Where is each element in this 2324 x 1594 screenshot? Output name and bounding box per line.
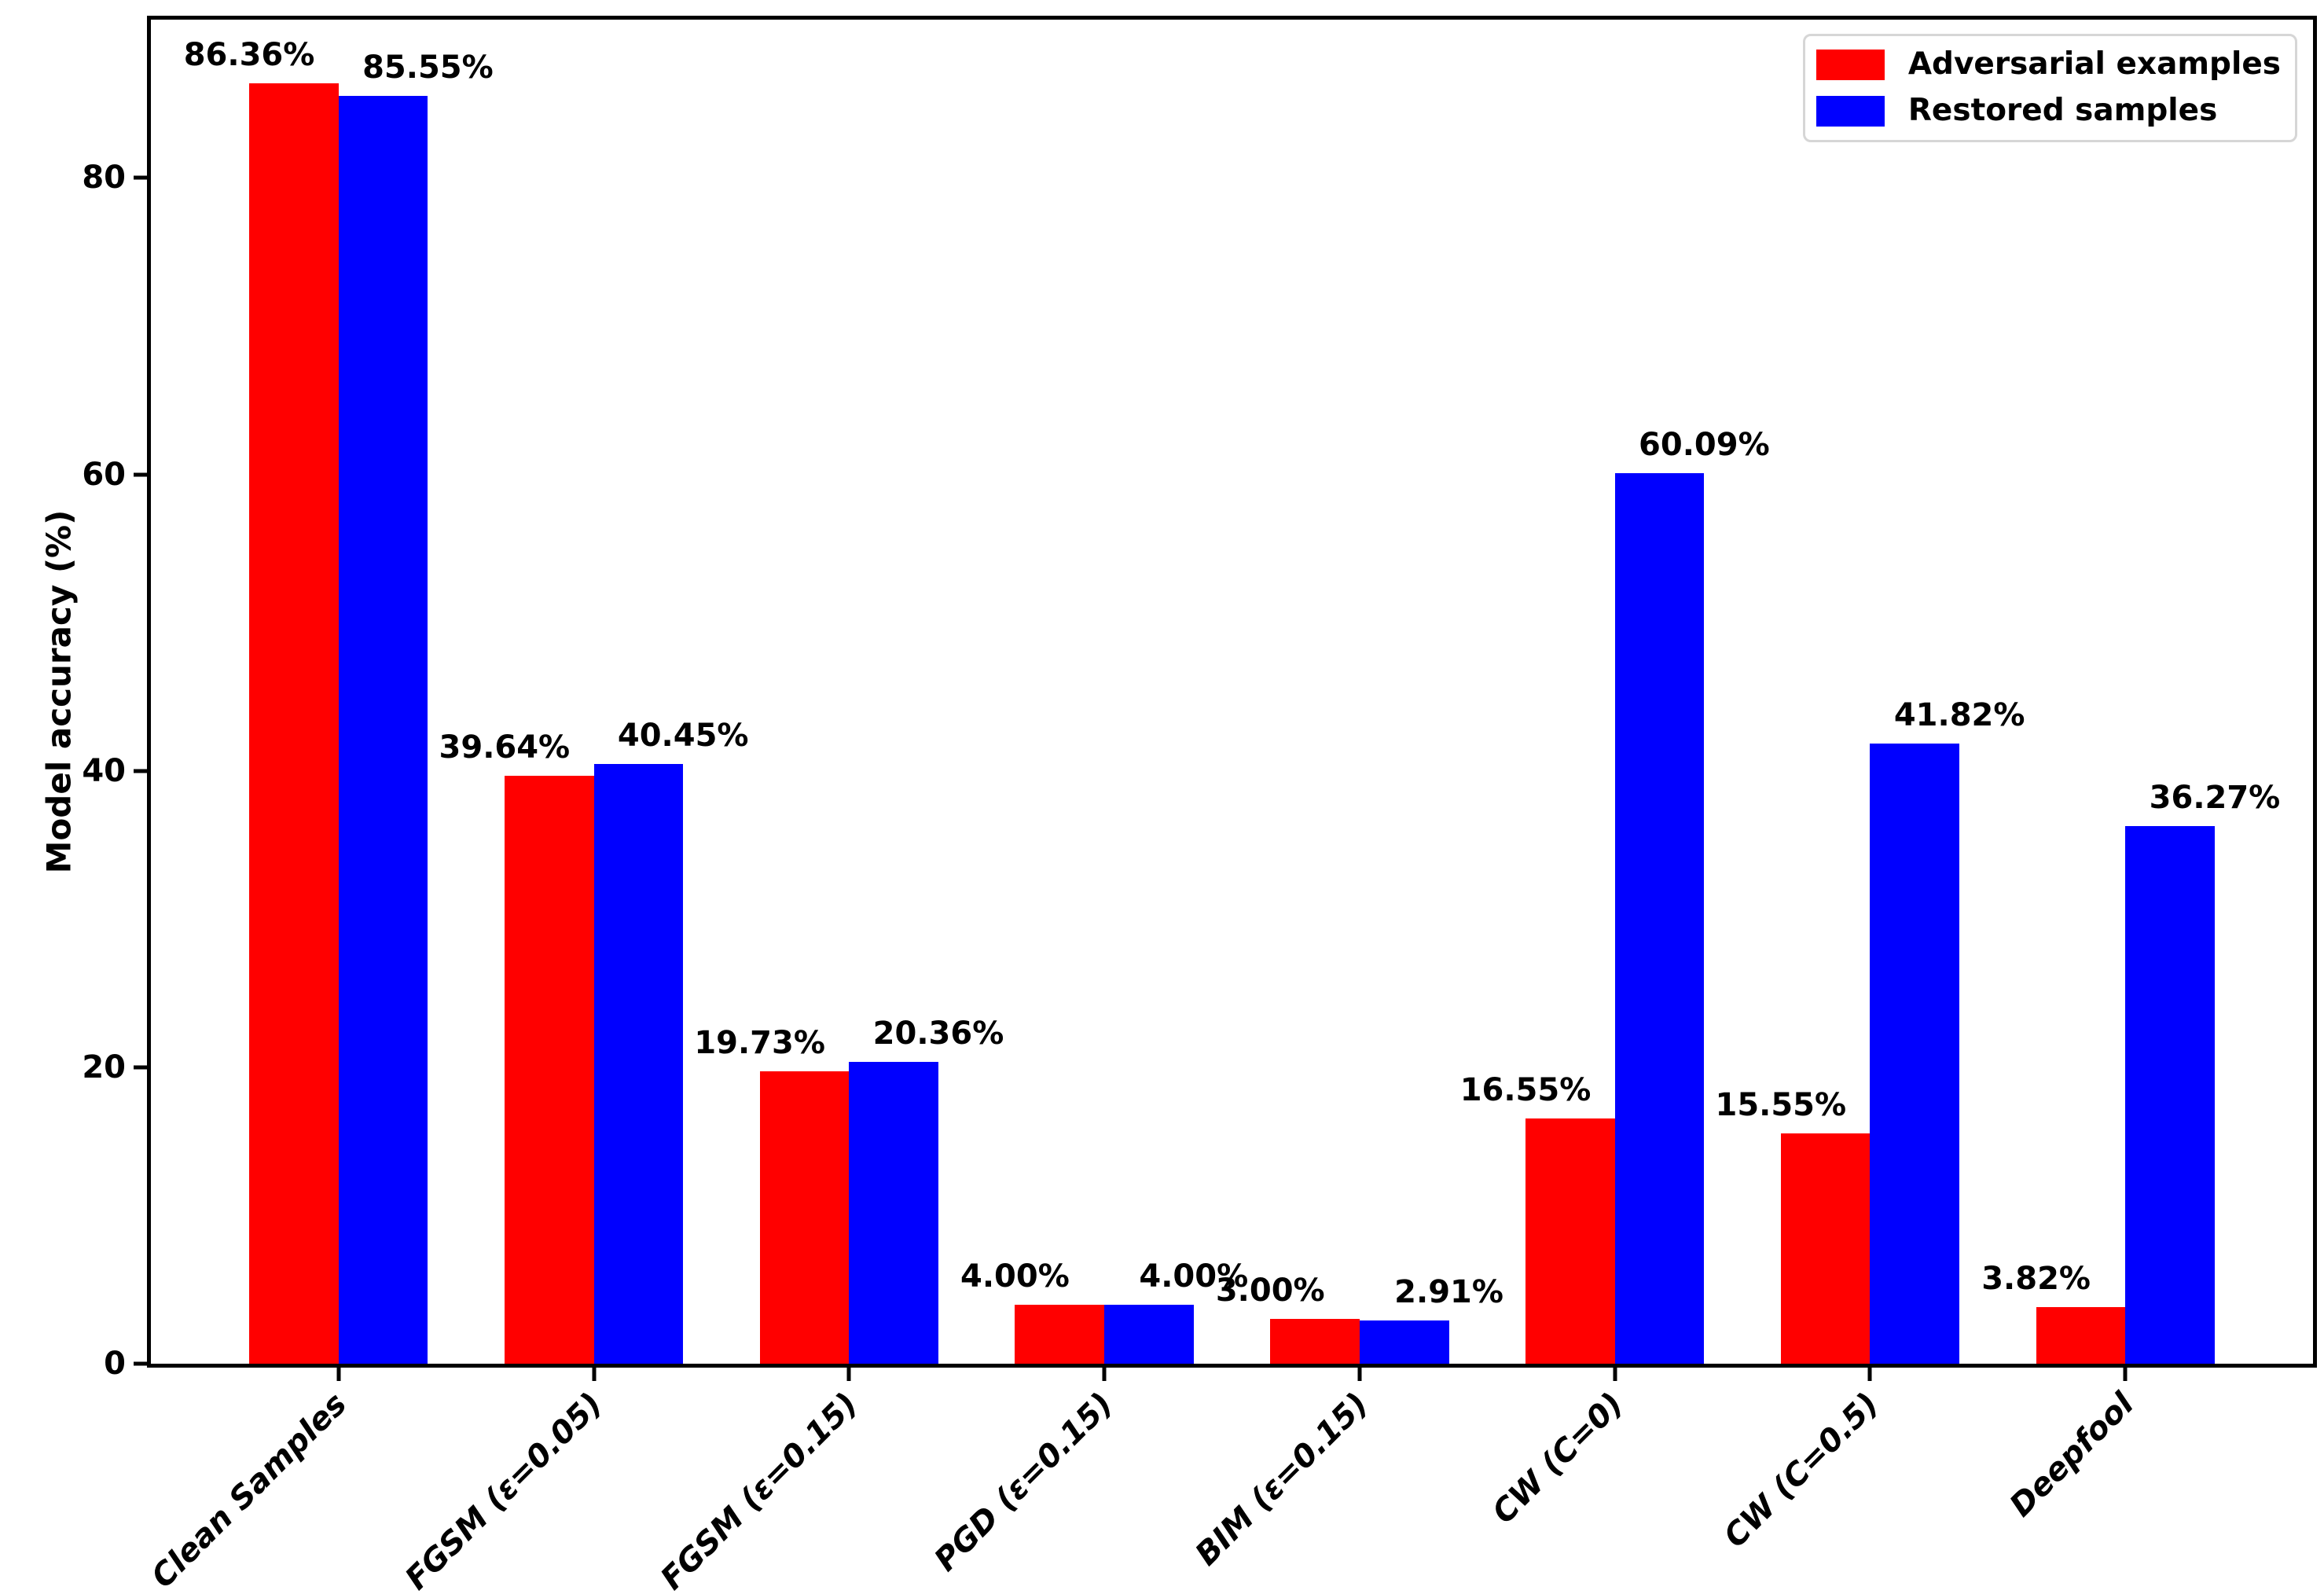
x-tick-mark-0	[336, 1368, 341, 1381]
x-tick-label-2: FGSM (ε=0.15)	[653, 1386, 865, 1594]
bar-value-label-restored-7: 36.27%	[2149, 780, 2281, 817]
y-tick-mark-40	[134, 769, 147, 773]
bar-restored-7	[2125, 826, 2215, 1364]
x-tick-label-4: BIM (ε=0.15)	[1188, 1386, 1375, 1573]
legend-item-adversarial: Adversarial examples	[1816, 46, 2281, 83]
bar-adversarial-6	[1780, 1133, 1871, 1364]
bar-restored-3	[1104, 1304, 1194, 1364]
bar-adversarial-5	[1525, 1118, 1615, 1364]
bar-restored-1	[593, 764, 684, 1364]
x-tick-mark-6	[1867, 1368, 1872, 1381]
bar-value-label-restored-6: 41.82%	[1893, 697, 2025, 734]
x-tick-mark-7	[2123, 1368, 2128, 1381]
bar-value-label-adversarial-7: 3.82%	[1981, 1260, 2091, 1297]
y-tick-label-20: 20	[82, 1049, 126, 1085]
x-tick-mark-2	[846, 1368, 851, 1381]
x-tick-mark-5	[1613, 1368, 1617, 1381]
x-tick-label-5: CW (C=0)	[1485, 1386, 1631, 1531]
x-tick-label-6: CW (C=0.5)	[1716, 1386, 1886, 1555]
bar-value-label-restored-2: 20.36%	[872, 1016, 1004, 1052]
bar-value-label-restored-4: 2.91%	[1394, 1274, 1503, 1311]
bar-value-label-restored-3: 4.00%	[1139, 1258, 1249, 1295]
y-tick-label-80: 80	[82, 160, 126, 196]
x-tick-mark-1	[592, 1368, 597, 1381]
bar-adversarial-1	[504, 776, 594, 1364]
bar-adversarial-0	[249, 83, 339, 1364]
bar-restored-2	[849, 1062, 938, 1364]
bar-value-label-adversarial-2: 19.73%	[694, 1024, 825, 1061]
x-tick-mark-4	[1357, 1368, 1362, 1381]
x-tick-label-3: PGD (ε=0.15)	[927, 1386, 1120, 1579]
y-tick-mark-80	[134, 175, 147, 180]
bar-value-label-restored-5: 60.09%	[1639, 426, 1770, 463]
bar-value-label-adversarial-6: 15.55%	[1715, 1086, 1847, 1123]
legend: Adversarial examples Restored samples	[1802, 34, 2297, 142]
x-tick-label-0: Clean Samples	[145, 1386, 354, 1594]
bar-value-label-adversarial-0: 86.36%	[183, 37, 315, 74]
x-tick-label-1: FGSM (ε=0.05)	[398, 1386, 610, 1594]
bar-adversarial-7	[2036, 1306, 2126, 1364]
bar-value-label-adversarial-1: 39.64%	[439, 729, 571, 766]
bar-value-label-restored-0: 85.55%	[362, 49, 494, 86]
bar-adversarial-3	[1015, 1304, 1105, 1364]
legend-item-restored: Restored samples	[1816, 92, 2281, 129]
legend-swatch-adversarial-icon	[1816, 49, 1885, 80]
y-tick-mark-20	[134, 1065, 147, 1070]
bar-restored-4	[1359, 1320, 1449, 1364]
x-tick-label-7: Deepfool	[2003, 1386, 2142, 1524]
y-axis-title: Model accuracy (%)	[39, 509, 79, 874]
bar-adversarial-2	[759, 1071, 850, 1364]
legend-label-adversarial: Adversarial examples	[1907, 46, 2281, 82]
bar-value-label-adversarial-3: 4.00%	[960, 1258, 1070, 1295]
legend-label-restored: Restored samples	[1907, 92, 2218, 128]
bar-adversarial-4	[1270, 1319, 1360, 1364]
bar-restored-6	[1870, 744, 1960, 1364]
y-tick-label-60: 60	[82, 456, 126, 493]
y-tick-label-0: 0	[104, 1346, 126, 1382]
bar-value-label-adversarial-4: 3.00%	[1215, 1273, 1325, 1309]
y-tick-mark-60	[134, 472, 147, 477]
bar-restored-5	[1614, 472, 1705, 1364]
y-tick-label-40: 40	[82, 752, 126, 789]
y-tick-mark-0	[134, 1361, 147, 1366]
plot-frame	[147, 16, 2317, 1368]
bar-value-label-restored-1: 40.45%	[617, 718, 749, 755]
bar-value-label-adversarial-5: 16.55%	[1459, 1071, 1592, 1108]
legend-swatch-restored-icon	[1816, 95, 1885, 127]
bar-restored-0	[338, 95, 428, 1364]
x-tick-mark-3	[1102, 1368, 1107, 1381]
